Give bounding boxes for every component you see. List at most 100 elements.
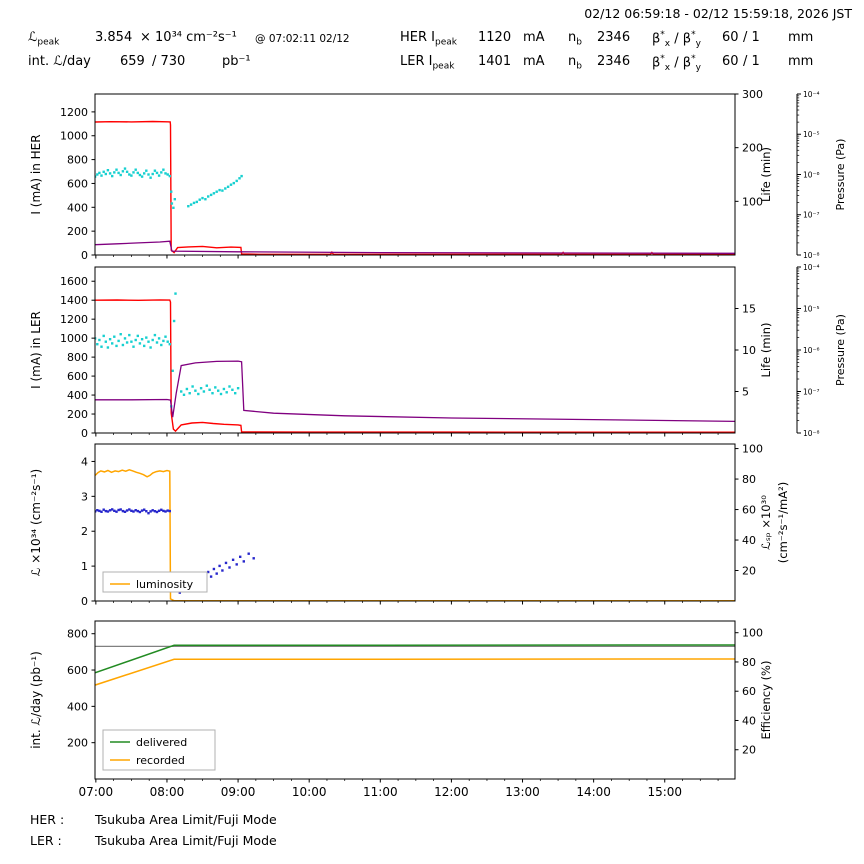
panel-ler: 0 200 400 600 800 1000 1200 1400 1600 I (mA) in L…: [29, 263, 847, 440]
series-luminosity: [95, 469, 735, 601]
series-ler-current: [95, 299, 735, 433]
right-tick-label: 60: [742, 504, 756, 517]
x-tick-label: 15:00: [647, 785, 682, 799]
y-tick-label: 1: [81, 560, 88, 573]
ler-beta-denom: / 1: [743, 54, 760, 69]
y-tick-label: 1000: [60, 130, 88, 143]
pressure-tick-label: 10⁻⁵: [803, 130, 820, 139]
series-delivered: [95, 644, 735, 674]
panel-her: 0 200 400 600 800 1000 1200 I (mA) in HER 100 200…: [29, 88, 847, 262]
series-ler-lifetime: [95, 292, 240, 408]
pressure-tick-label: 10⁻⁵: [803, 304, 820, 313]
her-ipeak-unit: mA: [523, 30, 545, 45]
y-tick-label: 3: [81, 490, 88, 503]
lpeak-value: 3.854: [95, 30, 133, 45]
y-tick-label: 800: [67, 351, 88, 364]
lpeak-label: ℒpeak: [28, 30, 60, 48]
footer-ler-label: LER :: [30, 833, 62, 848]
y-tick-label: 200: [67, 737, 88, 750]
y-tick-label: 400: [67, 201, 88, 214]
intl-value: 659: [120, 54, 145, 69]
panel-luminosity: 0 1 2 3 4 ℒ ×10³⁴ (cm⁻²s⁻¹) 20 40 60 80 100 ℒₛₚ ×10…: [29, 443, 790, 608]
y-tick-label: 200: [67, 408, 88, 421]
y-tick-label: 800: [67, 154, 88, 167]
ler-nb-label: nb: [568, 54, 582, 72]
y-tick-label: 600: [67, 370, 88, 383]
right-tick-label: 200: [742, 142, 763, 155]
x-tick-label: 07:00: [79, 785, 114, 799]
panel-integrated: 07:00 08:00 09:00 10:00 11:00 12:00 13:00 14:00…: [29, 620, 773, 799]
her-ipeak-value: 1120: [478, 30, 512, 45]
left-axis-title: I (mA) in LER: [29, 311, 43, 389]
ler-ipeak-unit: mA: [523, 54, 545, 69]
series-her-pressure: [95, 240, 735, 254]
y-tick-label: 4: [81, 455, 88, 468]
right-tick-label: 40: [742, 534, 756, 547]
y-tick-label: 800: [67, 628, 88, 641]
right-tick-label: 60: [742, 685, 756, 698]
y-tick-label: 1200: [60, 106, 88, 119]
pressure-tick-label: 10⁻⁸: [803, 429, 820, 438]
pressure-tick-label: 10⁻⁴: [803, 90, 820, 99]
legend-label: luminosity: [136, 578, 194, 591]
right-tick-label: 300: [742, 88, 763, 101]
right-axis-title: Efficiency (%): [759, 661, 773, 740]
y-tick-label: 600: [67, 177, 88, 190]
y-tick-label: 0: [81, 427, 88, 440]
legend-box: [102, 571, 208, 593]
left-axis-title: int. ℒ/day (pb⁻¹): [29, 651, 43, 749]
legend-label: delivered: [136, 736, 187, 749]
her-beta-value: 60: [722, 30, 739, 45]
x-tick-label: 10:00: [292, 785, 327, 799]
right-tick-label: 100: [742, 627, 763, 640]
right-tick-label: 100: [742, 443, 763, 456]
x-tick-label: 11:00: [363, 785, 398, 799]
legend-box: [102, 729, 216, 771]
right-tick-label: 100: [742, 195, 763, 208]
x-tick-label: 09:00: [221, 785, 256, 799]
pressure-tick-label: 10⁻⁶: [803, 170, 820, 179]
right-tick-label: 15: [742, 303, 756, 316]
left-axis-title: I (mA) in HER: [29, 134, 43, 214]
right-tick-label: 80: [742, 656, 756, 669]
series-recorded: [95, 658, 735, 686]
pressure-axis-title: Pressure (Pa): [834, 139, 847, 211]
y-tick-label: 1000: [60, 332, 88, 345]
y-tick-label: 1200: [60, 313, 88, 326]
y-tick-label: 0: [81, 249, 88, 262]
y-tick-label: 2: [81, 525, 88, 538]
x-tick-label: 12:00: [434, 785, 469, 799]
y-tick-label: 600: [67, 664, 88, 677]
x-tick-label: 13:00: [505, 785, 540, 799]
ler-beta-unit: mm: [788, 54, 814, 69]
pressure-tick-label: 10⁻⁷: [803, 211, 820, 220]
pressure-tick-label: 10⁻⁶: [803, 346, 820, 355]
series-her-lifetime: [95, 167, 243, 209]
intl-denom: / 730: [152, 54, 186, 69]
plot-frame: [94, 620, 736, 780]
ler-beta-label: β*x / β*y: [652, 54, 701, 73]
right-tick-label: 20: [742, 565, 756, 578]
ler-nb-value: 2346: [597, 54, 631, 69]
right-tick-label: 20: [742, 744, 756, 757]
intl-label: int. ℒ/day: [28, 54, 91, 69]
legend-label: recorded: [136, 754, 185, 767]
lpeak-timestamp: @ 07:02:11 02/12: [255, 33, 350, 45]
y-tick-label: 1400: [60, 294, 88, 307]
right-axis-title: Life (min): [759, 147, 773, 202]
her-nb-label: nb: [568, 30, 582, 48]
ler-ipeak-value: 1401: [478, 54, 512, 69]
pressure-tick-label: 10⁻⁷: [803, 387, 820, 396]
pressure-tick-label: 10⁻⁴: [803, 263, 820, 272]
right-axis-title: ℒₛₚ ×10³⁰: [759, 495, 773, 550]
y-tick-label: 200: [67, 225, 88, 238]
plot-frame: [94, 266, 736, 434]
right-tick-label: 40: [742, 714, 756, 727]
right-tick-label: 80: [742, 473, 756, 486]
plot-frame: [94, 443, 736, 602]
ler-ipeak-label: LER Ipeak: [400, 54, 455, 72]
y-tick-label: 400: [67, 700, 88, 713]
right-axis-title-2: (cm⁻²s⁻¹/mA²): [776, 482, 790, 563]
